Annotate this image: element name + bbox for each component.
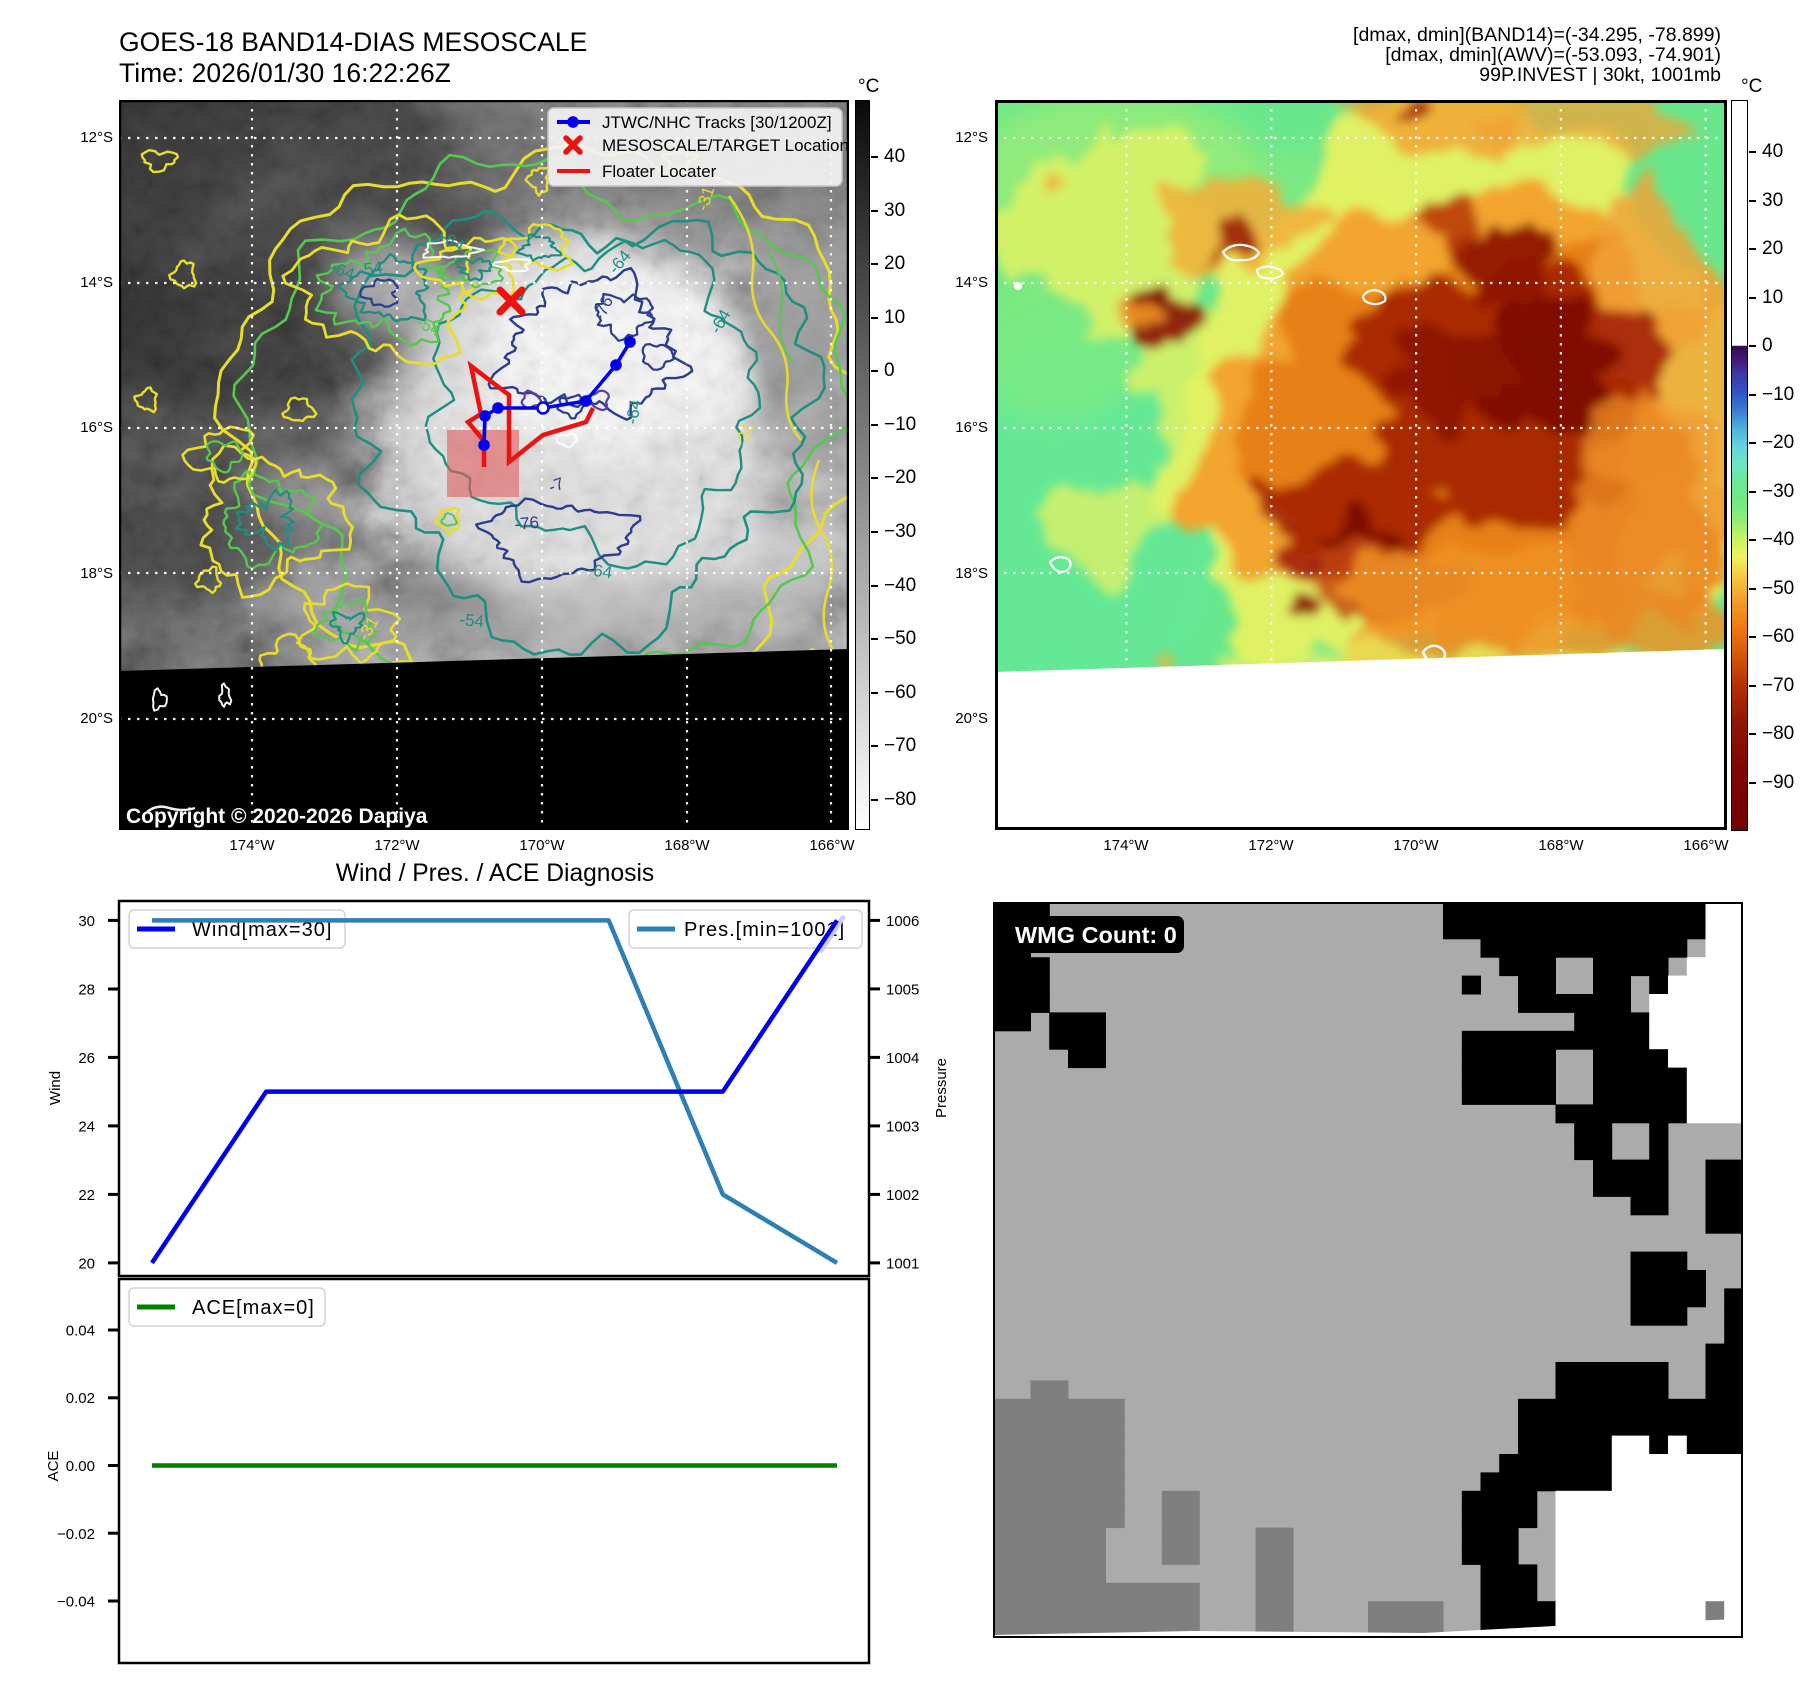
svg-text:−0.04: −0.04	[57, 1594, 95, 1611]
svg-text:−0.02: −0.02	[57, 1526, 95, 1543]
svg-text:Floater Locater: Floater Locater	[602, 162, 717, 181]
svg-text:WMG Count: 0: WMG Count: 0	[1015, 922, 1177, 948]
svg-text:24: 24	[78, 1118, 95, 1135]
svg-text:0.00: 0.00	[66, 1458, 95, 1475]
svg-text:28: 28	[78, 982, 95, 999]
svg-text:Wind: Wind	[47, 1071, 64, 1105]
svg-text:1001: 1001	[886, 1255, 919, 1272]
svg-text:-54: -54	[459, 610, 485, 631]
svg-text:-7: -7	[546, 474, 567, 497]
svg-text:-54: -54	[357, 258, 384, 280]
svg-text:30: 30	[78, 913, 95, 930]
svg-text:Copyright © 2020-2026 Dapiya: Copyright © 2020-2026 Dapiya	[126, 805, 428, 828]
svg-text:Pressure: Pressure	[933, 1058, 950, 1118]
svg-text:Pres.[min=1001]: Pres.[min=1001]	[684, 919, 845, 941]
svg-text:0.04: 0.04	[66, 1323, 95, 1340]
svg-text:22: 22	[78, 1187, 95, 1204]
svg-text:JTWC/NHC Tracks [30/1200Z]: JTWC/NHC Tracks [30/1200Z]	[602, 113, 832, 132]
svg-text:-64: -64	[586, 560, 613, 582]
svg-text:Wind[max=30]: Wind[max=30]	[192, 919, 332, 941]
svg-text:ACE[max=0]: ACE[max=0]	[192, 1297, 315, 1319]
svg-text:ACE: ACE	[45, 1451, 62, 1482]
svg-text:0.02: 0.02	[66, 1390, 95, 1407]
svg-text:26: 26	[78, 1050, 95, 1067]
svg-text:1002: 1002	[886, 1187, 919, 1204]
svg-text:1003: 1003	[886, 1118, 919, 1135]
svg-text:20: 20	[78, 1255, 95, 1272]
svg-text:MESOSCALE/TARGET Location: MESOSCALE/TARGET Location	[602, 136, 849, 155]
svg-text:-76: -76	[514, 513, 540, 534]
svg-text:1006: 1006	[886, 913, 919, 930]
svg-text:1004: 1004	[886, 1050, 919, 1067]
svg-text:-64: -64	[622, 398, 645, 426]
svg-text:1005: 1005	[886, 981, 919, 998]
